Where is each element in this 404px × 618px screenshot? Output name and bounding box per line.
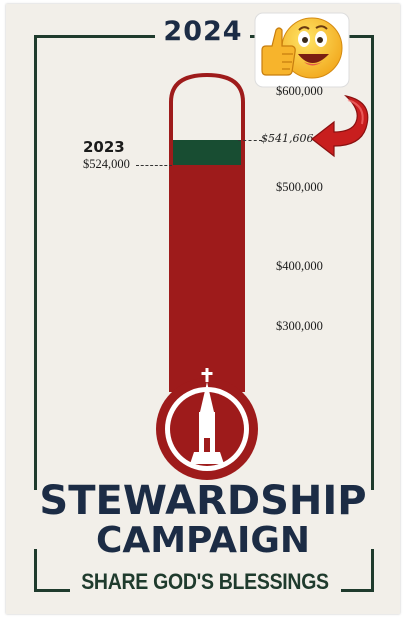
scale-label-400k: $400,000 bbox=[276, 259, 323, 273]
previous-level-dash bbox=[136, 165, 172, 166]
title-line-1: STEWARDSHIP bbox=[39, 478, 367, 524]
poster: 2024 bbox=[6, 4, 400, 614]
tagline: SHARE GOD'S BLESSINGS bbox=[81, 569, 329, 595]
frame-right-lower bbox=[371, 549, 374, 592]
current-amount: $541,606 bbox=[261, 132, 314, 145]
campaign-year: 2024 bbox=[163, 16, 243, 47]
title-line-2: CAMPAIGN bbox=[95, 520, 311, 561]
thermometer bbox=[156, 72, 258, 480]
curved-red-arrow-icon bbox=[311, 94, 369, 158]
frame-left bbox=[34, 35, 37, 490]
thermometer-fill bbox=[173, 148, 241, 403]
frame-bottom-left bbox=[34, 589, 70, 592]
scale-label-300k: $300,000 bbox=[276, 319, 323, 333]
progress-band bbox=[173, 140, 241, 165]
scale-label-500k: $500,000 bbox=[276, 180, 323, 194]
previous-year-amount: $524,000 bbox=[83, 157, 130, 171]
current-level-dash bbox=[238, 140, 262, 141]
church-steeple-icon bbox=[190, 368, 224, 464]
thumbs-up-emoji-icon bbox=[254, 12, 350, 88]
previous-year-label: 2023 bbox=[83, 138, 125, 156]
frame-top-left bbox=[34, 35, 155, 38]
frame-bottom-right bbox=[341, 589, 374, 592]
frame-right bbox=[371, 35, 374, 490]
thermometer-tube-outline bbox=[169, 72, 245, 392]
scale-label-600k: $600,000 bbox=[276, 84, 323, 98]
frame-left-lower bbox=[34, 549, 37, 592]
